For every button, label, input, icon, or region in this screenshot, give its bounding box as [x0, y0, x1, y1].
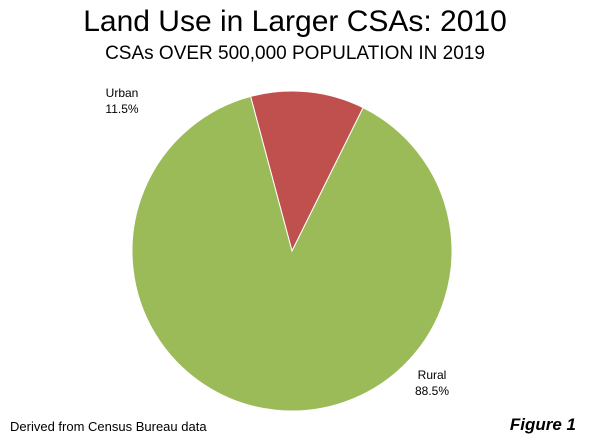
source-note: Derived from Census Bureau data: [10, 419, 207, 434]
slice-label-urban: Urban: [106, 86, 139, 100]
slice-value-rural: 88.5%: [415, 384, 449, 398]
slice-label-rural: Rural: [418, 368, 447, 382]
figure-label: Figure 1: [509, 415, 576, 434]
chart-subtitle: CSAs OVER 500,000 POPULATION IN 2019: [105, 43, 485, 64]
slice-value-urban: 11.5%: [105, 102, 138, 116]
pie-slice-rural: [131, 95, 453, 412]
pie-slice-urban: [249, 90, 364, 253]
chart-title: Land Use in Larger CSAs: 2010: [83, 5, 507, 38]
